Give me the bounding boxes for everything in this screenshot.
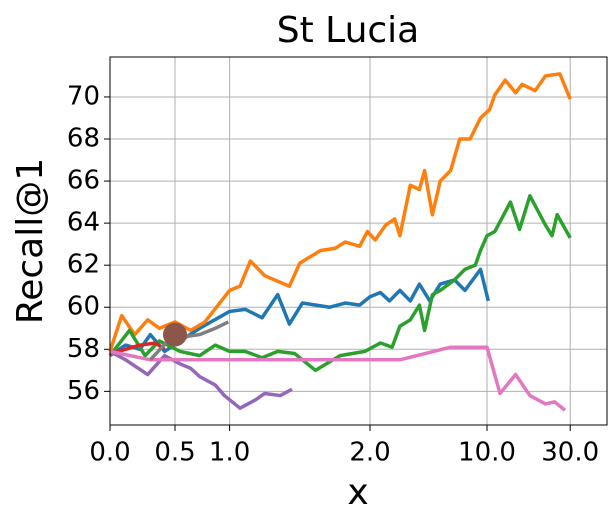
line <box>108 194 572 373</box>
y-tick-label: 62 <box>67 250 100 280</box>
y-axis-label: Recall@1 <box>10 158 51 324</box>
y-tick-label: 58 <box>67 334 100 364</box>
y-tick-label: 70 <box>67 81 100 111</box>
line <box>109 345 567 412</box>
x-tick-label: 0.5 <box>154 438 195 468</box>
x-tick-label: 1.0 <box>209 438 250 468</box>
chart-title: St Lucia <box>277 10 420 51</box>
line <box>108 72 572 352</box>
y-tick-label: 60 <box>67 292 100 322</box>
line <box>149 320 230 362</box>
y-tick-label: 56 <box>67 376 100 406</box>
y-tick-label: 66 <box>67 166 100 196</box>
line <box>109 341 166 356</box>
y-tick-label: 68 <box>67 124 100 154</box>
x-tick-label: 30.0 <box>541 438 599 468</box>
x-tick-label: 2.0 <box>349 438 390 468</box>
x-axis-label: x <box>347 472 368 513</box>
marker <box>163 322 188 347</box>
plot-frame <box>109 56 608 426</box>
x-tick-label: 10.0 <box>458 438 516 468</box>
x-tick-label: 0.0 <box>89 438 130 468</box>
line <box>109 349 293 410</box>
y-tick-label: 64 <box>67 208 100 238</box>
